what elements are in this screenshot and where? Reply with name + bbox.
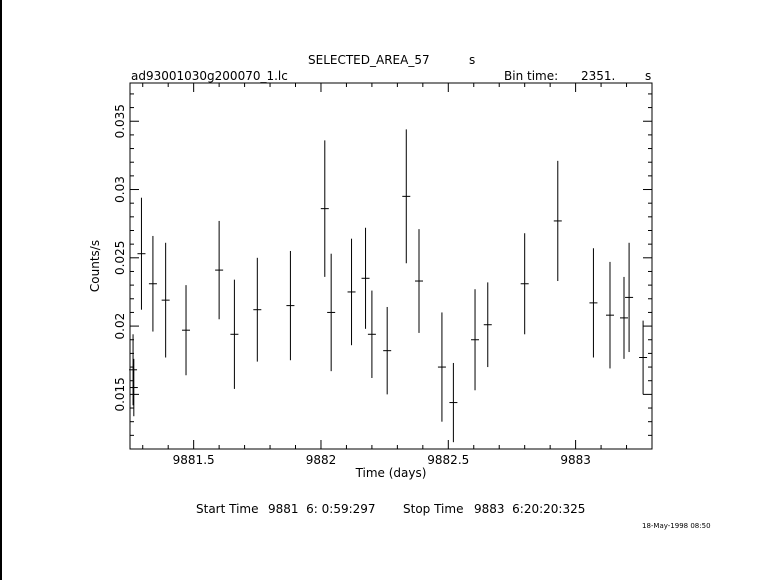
data-point: [449, 362, 458, 443]
data-point: [347, 238, 356, 346]
x-tick-label: 9882.5: [427, 453, 469, 467]
y-tick-label: 0.025: [113, 241, 127, 275]
start-time-label: Start Time: [196, 502, 259, 516]
data-point: [471, 289, 480, 391]
data-point: [129, 334, 138, 406]
window-left-border: [0, 0, 2, 580]
bin-time-value: 2351.: [581, 69, 616, 83]
axis-tick-labels: 9881.5 9882 9882.5 9883 0.015 0.02 0.025 0.03 0.…: [113, 104, 591, 467]
file-name-label: ad93001030g200070_1.lc: [131, 69, 288, 83]
data-point: [639, 320, 648, 395]
data-point: [520, 233, 529, 335]
data-points: [129, 129, 648, 443]
data-point: [605, 261, 614, 369]
chart-title-unit: s: [469, 53, 476, 67]
data-point: [327, 253, 336, 372]
data-point: [215, 220, 224, 320]
data-point: [553, 160, 562, 282]
y-tick-label: 0.03: [113, 176, 127, 203]
data-point: [483, 282, 492, 368]
data-point: [286, 250, 295, 361]
x-tick-label: 9881.5: [173, 453, 215, 467]
stop-time-value: 9883 6:20:20:325: [474, 502, 586, 516]
axis-ticks: [130, 83, 653, 450]
data-point: [402, 129, 411, 264]
data-point: [437, 312, 446, 422]
y-tick-label: 0.035: [113, 104, 127, 138]
y-axis-label: Counts/s: [88, 240, 102, 292]
data-point: [230, 279, 239, 389]
data-point: [182, 285, 191, 376]
data-point: [137, 197, 146, 310]
data-point: [148, 235, 157, 332]
y-tick-label: 0.02: [113, 313, 127, 340]
x-axis-label: Time (days): [355, 466, 427, 480]
plot-frame: [129, 82, 653, 450]
data-point: [367, 290, 376, 378]
x-tick-label: 9882: [306, 453, 337, 467]
data-point: [625, 242, 634, 353]
data-point: [129, 358, 138, 417]
start-time-value: 9881 6: 0:59:297: [268, 502, 376, 516]
data-point: [383, 306, 392, 395]
plot-timestamp: 18-May-1998 08:50: [642, 522, 711, 530]
data-point: [320, 140, 329, 277]
bin-time-unit: s: [645, 69, 652, 83]
data-point: [161, 242, 170, 358]
data-point: [415, 229, 424, 333]
data-point: [619, 276, 628, 359]
chart-title: SELECTED_AREA_57: [308, 53, 430, 67]
x-tick-label: 9883: [560, 453, 591, 467]
data-point: [253, 257, 262, 362]
data-point: [589, 248, 598, 358]
stop-time-label: Stop Time: [403, 502, 464, 516]
y-tick-label: 0.015: [113, 377, 127, 411]
bin-time-label: Bin time:: [504, 69, 559, 83]
data-point: [361, 227, 370, 329]
